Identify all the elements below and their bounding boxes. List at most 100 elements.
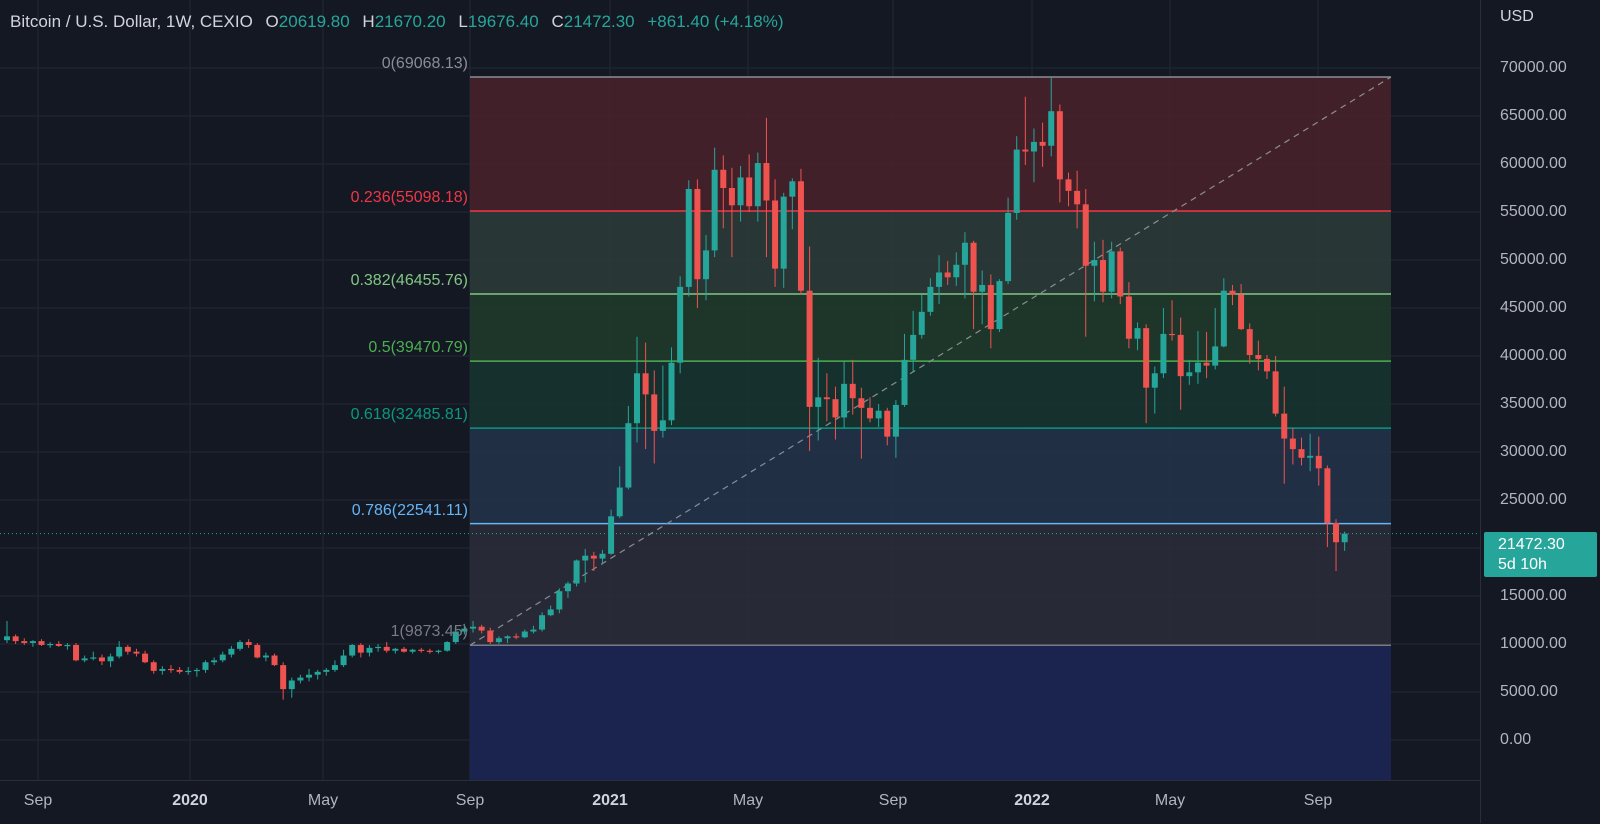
price-tick-label: 70000.00: [1500, 59, 1567, 76]
chart-area[interactable]: [0, 0, 1480, 780]
candle-body: [892, 404, 899, 437]
candle-body: [1082, 204, 1089, 266]
candle-body: [1177, 334, 1184, 377]
candle-body: [1220, 290, 1227, 347]
candle-body: [4, 636, 10, 641]
candle-body: [495, 638, 502, 643]
candle-body: [1117, 251, 1124, 297]
change-value: +861.40 (+4.18%): [647, 12, 784, 31]
candle-body: [961, 242, 968, 265]
time-tick-label: Sep: [455, 792, 485, 809]
candle-body: [582, 555, 589, 561]
candle-body: [366, 647, 373, 653]
last-price-tag: 21472.30 5d 10h: [1484, 532, 1597, 577]
candle-body: [392, 648, 399, 651]
candle-body: [1005, 212, 1012, 282]
candle-body: [470, 626, 477, 629]
candle-body: [176, 669, 183, 672]
price-axis[interactable]: [1480, 0, 1600, 823]
time-tick-label: May: [1154, 792, 1186, 809]
candle-body: [211, 660, 218, 663]
time-tick-label: May: [732, 792, 764, 809]
candle-body: [547, 609, 554, 616]
candle-body: [1048, 111, 1055, 146]
fib-zone-extension: [470, 645, 1391, 780]
candle-body: [910, 334, 917, 360]
candle-body: [1151, 373, 1158, 388]
candle-body: [979, 284, 986, 292]
high-label: H: [362, 12, 375, 31]
candle-body: [1212, 346, 1219, 366]
time-tick-label: 2020: [172, 792, 208, 809]
candle-body: [1289, 438, 1296, 450]
candle-body: [124, 646, 131, 652]
candle-body: [556, 591, 563, 610]
candle-body: [306, 674, 313, 678]
close-value: 21472.30: [563, 12, 635, 31]
candle-body: [918, 311, 925, 335]
candle-body: [668, 362, 675, 421]
candle-body: [513, 636, 520, 638]
candle-body: [21, 641, 28, 644]
candle-body: [98, 657, 105, 662]
candle-body: [677, 286, 684, 363]
candle-body: [1125, 296, 1132, 339]
candlestick-chart[interactable]: [0, 0, 1480, 780]
candle-body: [625, 423, 632, 488]
candle-body: [262, 655, 269, 658]
candle-body: [150, 662, 157, 671]
candle-body: [1281, 413, 1288, 439]
price-tick-label: 5000.00: [1500, 683, 1558, 700]
fib-zone: [470, 523, 1391, 646]
price-tick-label: 25000.00: [1500, 491, 1567, 508]
candle-body: [1039, 141, 1046, 146]
time-tick-label: May: [307, 792, 339, 809]
candle-body: [633, 373, 640, 424]
candle-body: [1074, 190, 1081, 205]
candle-body: [901, 359, 908, 405]
time-axis[interactable]: [0, 780, 1480, 824]
time-tick-label: 2022: [1014, 792, 1050, 809]
candle-body: [193, 669, 200, 672]
price-tick-label: 30000.00: [1500, 443, 1567, 460]
candle-body: [953, 264, 960, 278]
high-value: 21670.20: [374, 12, 446, 31]
last-price-value: 21472.30: [1498, 536, 1565, 553]
candle-body: [116, 646, 123, 657]
candle-body: [409, 649, 416, 652]
candle-body: [608, 516, 615, 554]
close-label: C: [551, 12, 564, 31]
candle-body: [314, 671, 321, 675]
candle-body: [375, 646, 382, 649]
candle-body: [228, 648, 235, 655]
candle-body: [530, 629, 537, 632]
candle-body: [1091, 260, 1098, 266]
candle-body: [659, 420, 666, 431]
candle-body: [1324, 468, 1331, 524]
price-tick-label: 10000.00: [1500, 635, 1567, 652]
candle-body: [711, 169, 718, 251]
candle-body: [720, 169, 727, 188]
candle-body: [858, 398, 865, 408]
price-tick-label: 45000.00: [1500, 299, 1567, 316]
time-tick-label: Sep: [878, 792, 908, 809]
candle-body: [1100, 260, 1107, 292]
candle-body: [280, 665, 287, 690]
candle-body: [288, 680, 295, 690]
candle-body: [573, 560, 580, 584]
price-tick-label: 15000.00: [1500, 587, 1567, 604]
candle-body: [651, 394, 658, 431]
candle-body: [1194, 362, 1201, 373]
candle-body: [694, 188, 701, 280]
symbol-legend: Bitcoin / U.S. Dollar, 1W, CEXIO O20619.…: [10, 12, 783, 32]
candle-body: [444, 642, 451, 651]
candle-body: [504, 636, 511, 639]
candle-body: [987, 284, 994, 330]
candle-body: [245, 642, 252, 645]
candle-body: [133, 651, 140, 654]
price-tick-label: 60000.00: [1500, 155, 1567, 172]
candle-body: [383, 646, 390, 651]
candle-body: [331, 665, 338, 670]
candle-body: [849, 383, 856, 399]
candle-body: [349, 644, 356, 656]
